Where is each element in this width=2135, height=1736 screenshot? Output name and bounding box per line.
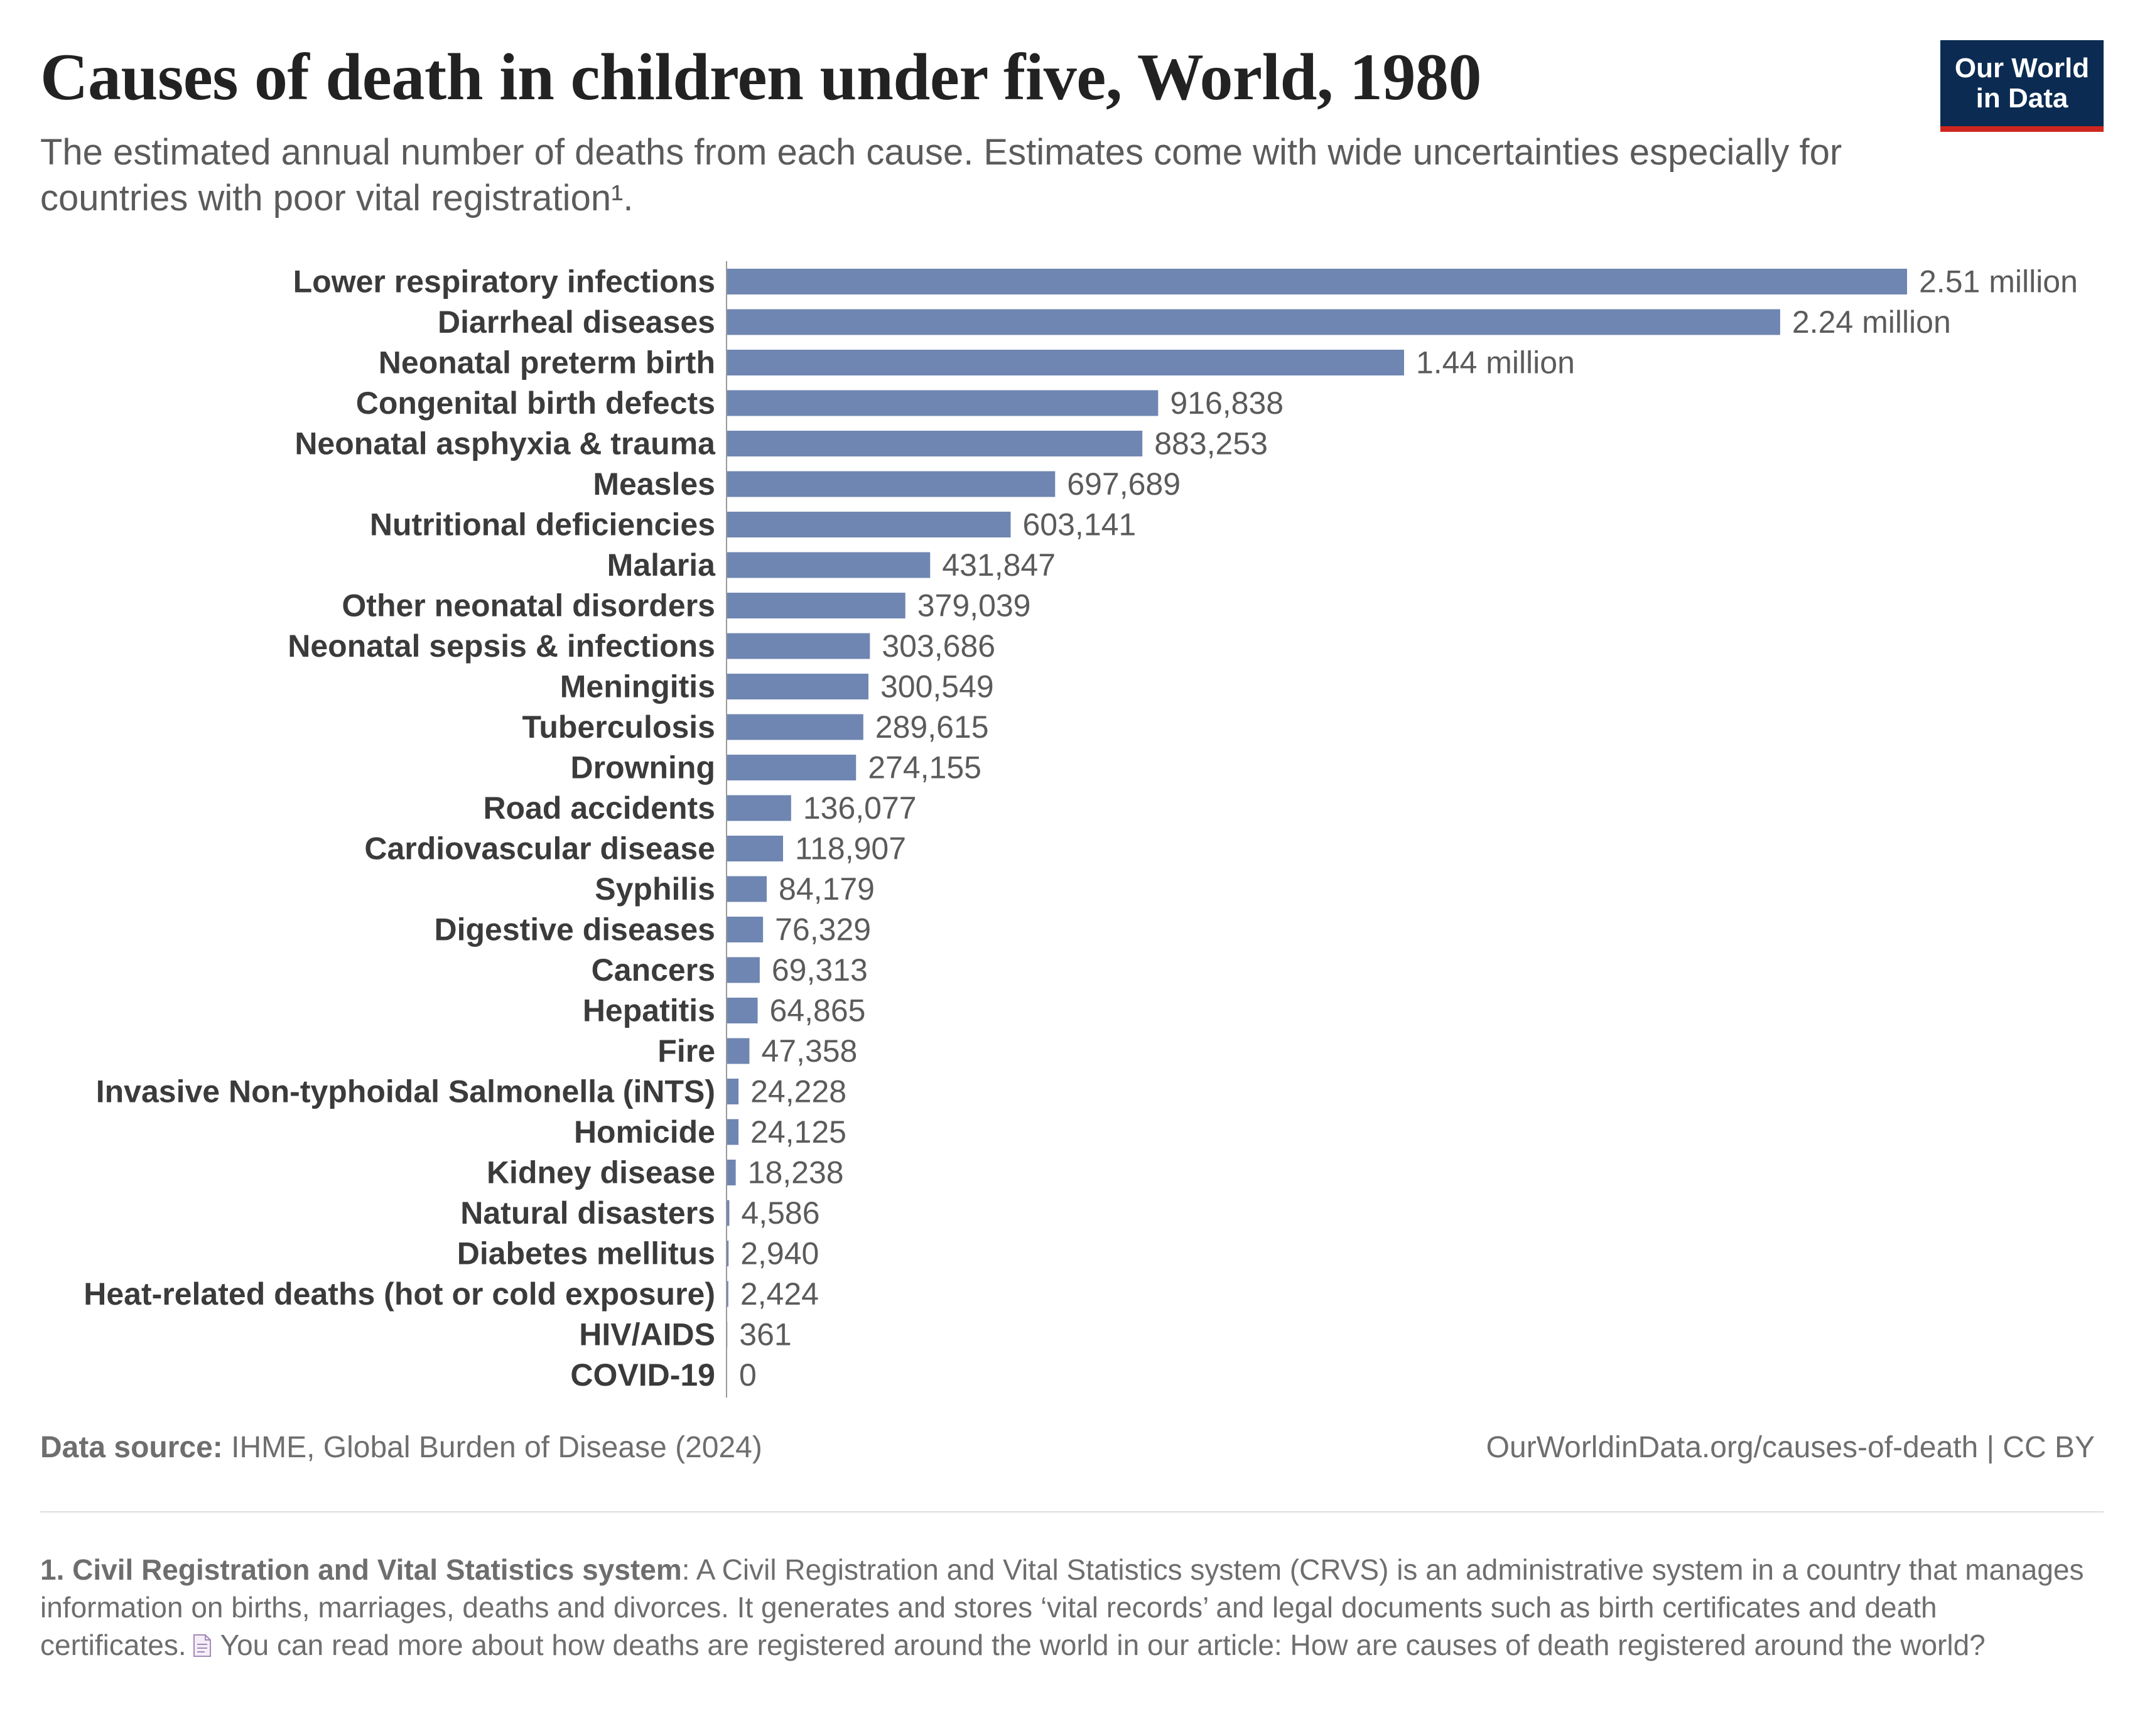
value-label: 883,253 xyxy=(1154,426,1268,461)
bar[interactable] xyxy=(727,350,1404,375)
bar[interactable] xyxy=(727,1200,730,1226)
bar[interactable] xyxy=(727,512,1011,537)
category-label: Malaria xyxy=(607,547,716,583)
data-source-label: Data source: xyxy=(40,1431,223,1464)
logo-line-1: Our World xyxy=(1954,52,2090,84)
bar[interactable] xyxy=(727,390,1159,416)
category-label: Natural disasters xyxy=(460,1195,715,1231)
bar[interactable] xyxy=(727,876,767,902)
bar[interactable] xyxy=(727,471,1056,497)
value-label: 916,838 xyxy=(1170,385,1284,421)
bar[interactable] xyxy=(727,714,863,740)
bar[interactable] xyxy=(727,552,931,578)
category-label: Syphilis xyxy=(595,871,715,907)
category-label: Homicide xyxy=(574,1114,715,1150)
value-label: 4,586 xyxy=(741,1195,819,1231)
bar[interactable] xyxy=(727,836,784,861)
category-label: Nutritional deficiencies xyxy=(370,507,715,542)
category-label: Invasive Non-typhoidal Salmonella (iNTS) xyxy=(96,1074,715,1109)
value-label: 64,865 xyxy=(770,993,866,1028)
value-label: 0 xyxy=(739,1357,757,1393)
value-label: 2,940 xyxy=(740,1236,819,1271)
bar[interactable] xyxy=(727,998,758,1023)
bar[interactable] xyxy=(727,957,760,983)
category-label: Other neonatal disorders xyxy=(342,588,715,623)
bar[interactable] xyxy=(727,755,857,780)
value-label: 300,549 xyxy=(880,669,994,704)
bar[interactable] xyxy=(727,795,791,821)
bar[interactable] xyxy=(727,1038,750,1064)
bar[interactable] xyxy=(727,1241,729,1266)
owid-logo[interactable]: Our World in Data xyxy=(1940,40,2104,132)
category-label: Cancers xyxy=(592,952,715,988)
bar[interactable] xyxy=(727,309,1780,335)
category-label: Neonatal asphyxia & trauma xyxy=(295,426,716,461)
bar[interactable] xyxy=(727,917,764,942)
bar[interactable] xyxy=(727,633,870,659)
bar[interactable] xyxy=(727,1079,739,1104)
footnote-title: 1. Civil Registration and Vital Statisti… xyxy=(40,1553,682,1586)
logo-line-2: in Data xyxy=(1976,82,2068,114)
bar[interactable] xyxy=(727,593,905,618)
bar-chart: Lower respiratory infections 2.51 million… xyxy=(84,261,2078,1398)
category-label: Road accidents xyxy=(483,790,715,826)
bar[interactable] xyxy=(727,431,1143,456)
category-label: Measles xyxy=(593,466,715,502)
data-source-text: IHME, Global Burden of Disease (2024) xyxy=(231,1431,762,1464)
category-label: Diabetes mellitus xyxy=(457,1236,715,1271)
category-label: Drowning xyxy=(570,750,715,785)
chart-title: Causes of death in children under five, … xyxy=(40,40,1482,114)
value-label: 18,238 xyxy=(748,1155,844,1190)
footnote: 1. Civil Registration and Vital Statisti… xyxy=(40,1551,2087,1664)
category-label: Fire xyxy=(657,1033,715,1069)
value-label: 24,228 xyxy=(750,1074,846,1109)
bar[interactable] xyxy=(727,269,1907,294)
category-label: Congenital birth defects xyxy=(356,385,715,421)
value-label: 603,141 xyxy=(1023,507,1137,542)
bar[interactable] xyxy=(727,674,868,699)
data-source: Data source: IHME, Global Burden of Dise… xyxy=(40,1430,762,1465)
value-label: 69,313 xyxy=(772,952,868,988)
value-label: 84,179 xyxy=(779,871,875,907)
bar[interactable] xyxy=(727,1119,739,1145)
category-label: Meningitis xyxy=(560,669,715,704)
value-label: 303,686 xyxy=(882,628,995,664)
footnote-text: : A Civil Registration and Vital Statist… xyxy=(40,1553,2084,1661)
value-label: 2.24 million xyxy=(1792,305,1951,340)
bar[interactable] xyxy=(727,1160,736,1185)
category-label: HIV/AIDS xyxy=(579,1317,715,1352)
category-label: Digestive diseases xyxy=(435,912,716,947)
article-link[interactable]: You can read more about how deaths are r… xyxy=(220,1629,1986,1661)
value-label: 76,329 xyxy=(775,912,871,947)
document-icon xyxy=(193,1634,211,1657)
category-label: Lower respiratory infections xyxy=(293,264,715,299)
value-label: 289,615 xyxy=(875,709,989,745)
category-label: Tuberculosis xyxy=(522,709,715,745)
value-label: 118,907 xyxy=(795,831,906,866)
category-label: Kidney disease xyxy=(487,1155,715,1190)
category-label: COVID-19 xyxy=(570,1357,715,1393)
value-label: 1.44 million xyxy=(1416,345,1575,380)
value-label: 47,358 xyxy=(761,1033,857,1069)
category-label: Heat-related deaths (hot or cold exposur… xyxy=(84,1276,715,1312)
footer-divider xyxy=(40,1511,2104,1512)
value-label: 361 xyxy=(739,1317,791,1352)
value-label: 274,155 xyxy=(868,750,981,785)
category-label: Diarrheal diseases xyxy=(438,305,715,340)
value-label: 2,424 xyxy=(740,1276,819,1312)
value-label: 136,077 xyxy=(803,790,917,826)
value-label: 697,689 xyxy=(1067,466,1181,502)
value-label: 431,847 xyxy=(942,547,1056,583)
category-label: Cardiovascular disease xyxy=(364,831,715,866)
category-label: Neonatal sepsis & infections xyxy=(288,628,715,664)
bar[interactable] xyxy=(727,1281,728,1307)
category-label: Neonatal preterm birth xyxy=(379,345,715,380)
value-label: 379,039 xyxy=(917,588,1031,623)
value-label: 24,125 xyxy=(750,1114,846,1150)
category-label: Hepatitis xyxy=(583,993,715,1028)
credit-link[interactable]: OurWorldinData.org/causes-of-death | CC … xyxy=(1486,1431,2095,1464)
chart-subtitle: The estimated annual number of deaths fr… xyxy=(40,132,1842,218)
value-label: 2.51 million xyxy=(1919,264,2078,299)
